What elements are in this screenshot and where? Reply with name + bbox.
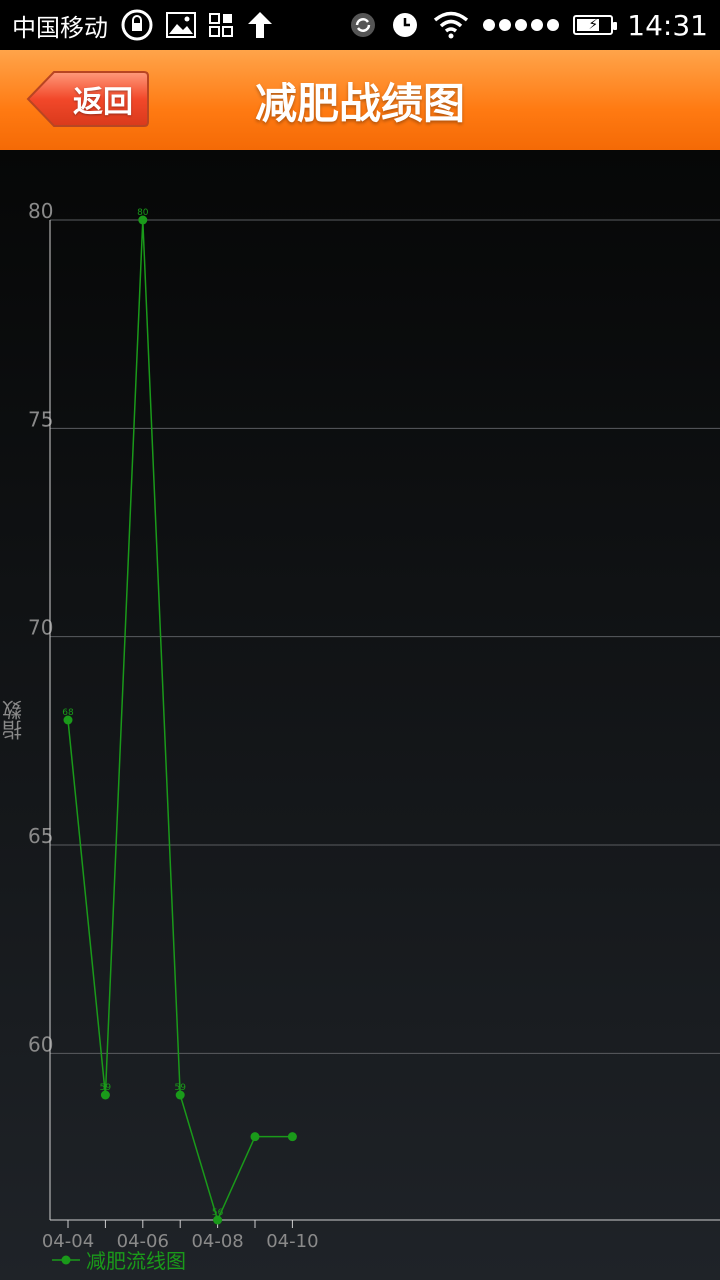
rotation-lock-icon xyxy=(120,8,154,42)
signal-dots-icon xyxy=(483,19,560,31)
y-tick-label: 60 xyxy=(28,1032,53,1056)
battery-charging-icon: ⚡ xyxy=(573,15,618,35)
image-icon xyxy=(166,12,196,38)
data-point xyxy=(175,1090,185,1100)
x-tick-label: 04-08 xyxy=(191,1231,243,1252)
y-tick-label: 80 xyxy=(28,199,53,223)
data-point xyxy=(138,215,148,225)
x-tick-label: 04-10 xyxy=(266,1231,318,1252)
apps-icon xyxy=(208,12,234,38)
series-line xyxy=(67,219,293,1223)
carrier-name: 中国移动 xyxy=(12,13,108,42)
data-label: 59 xyxy=(174,1083,186,1093)
line-chart: 60 65 70 75 80 04-04 04-06 04-08 04-10 68 59 80 59 56… xyxy=(28,199,720,1273)
data-label: 56 xyxy=(212,1208,224,1218)
data-label: 59 xyxy=(100,1083,112,1093)
data-point xyxy=(63,715,73,725)
data-label: 68 xyxy=(62,708,74,718)
chart-area: 60 65 70 75 80 04-04 04-06 04-08 04-10 68 59 80 59 56… xyxy=(0,150,720,1280)
data-point xyxy=(250,1132,260,1142)
data-label: 80 xyxy=(137,208,149,218)
legend-label: 减肥流线图 xyxy=(86,1249,186,1273)
y-tick-label: 75 xyxy=(28,407,53,431)
back-button[interactable]: 返回 xyxy=(26,70,150,128)
x-tick-label: 04-04 xyxy=(42,1231,94,1252)
data-point xyxy=(213,1215,223,1225)
back-button-label: 返回 xyxy=(73,85,133,120)
data-point xyxy=(287,1132,297,1142)
data-point xyxy=(100,1090,110,1100)
y-axis-title: 指数 xyxy=(1,700,26,740)
status-bar: 中国移动 ⚡ 14:31 xyxy=(0,0,720,50)
back-arrow-shape-icon xyxy=(26,71,149,127)
alarm-clock-icon xyxy=(391,11,419,39)
x-tick-label: 04-06 xyxy=(117,1231,169,1252)
upload-arrow-icon xyxy=(246,10,274,40)
title-bar: 返回 减肥战绩图 xyxy=(0,50,720,150)
y-tick-label: 65 xyxy=(28,824,53,848)
clock-time: 14:31 xyxy=(627,8,708,42)
wifi-icon xyxy=(433,11,469,39)
legend-marker xyxy=(61,1255,71,1265)
sync-icon xyxy=(349,11,377,39)
y-tick-label: 70 xyxy=(28,616,53,640)
